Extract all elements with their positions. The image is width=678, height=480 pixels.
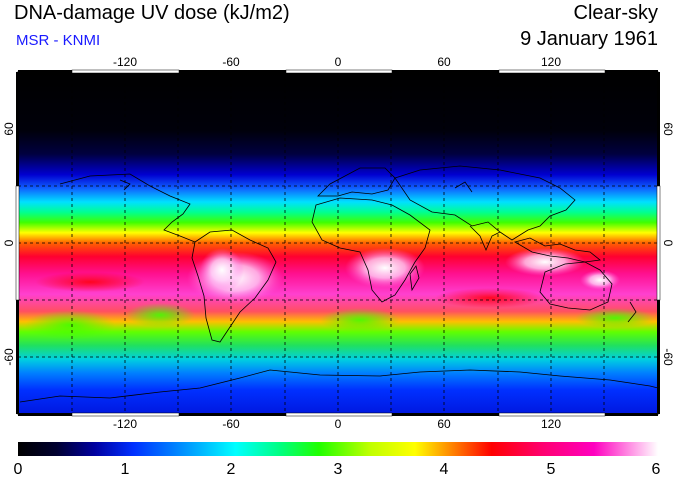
colorbar-labels: 0 1 2 3 4 5 6 bbox=[14, 461, 661, 478]
lon-labels-top: -120 -60 0 60 120 bbox=[113, 55, 561, 69]
lon-label-top: 120 bbox=[541, 55, 561, 69]
lat-label-left: 60 bbox=[2, 122, 16, 136]
date-label: 9 January 1961 bbox=[520, 28, 658, 50]
source-label: MSR - KNMI bbox=[16, 32, 101, 49]
colorbar-label: 1 bbox=[121, 461, 130, 478]
lon-label-bottom: -60 bbox=[222, 417, 240, 431]
colorbar-label: 0 bbox=[14, 461, 23, 478]
colorbar-label: 6 bbox=[652, 461, 661, 478]
lon-labels-bottom: -120 -60 0 60 120 bbox=[113, 417, 561, 431]
colorbar-label: 2 bbox=[227, 461, 236, 478]
lat-labels-right: 60 0 -60 bbox=[661, 122, 675, 366]
lon-label-bottom: -120 bbox=[113, 417, 137, 431]
page-title: DNA-damage UV dose (kJ/m2) bbox=[14, 2, 290, 24]
lon-label-top: 0 bbox=[335, 55, 342, 69]
colorbar bbox=[18, 442, 658, 456]
lat-label-right: -60 bbox=[661, 348, 675, 366]
lon-label-bottom: 120 bbox=[541, 417, 561, 431]
lon-label-bottom: 0 bbox=[335, 417, 342, 431]
lon-label-top: -120 bbox=[113, 55, 137, 69]
lon-label-bottom: 60 bbox=[437, 417, 451, 431]
sky-mode-label: Clear-sky bbox=[573, 2, 658, 24]
lon-label-top: -60 bbox=[222, 55, 240, 69]
lat-label-right: 0 bbox=[661, 240, 675, 247]
colorbar-label: 3 bbox=[334, 461, 343, 478]
lon-label-top: 60 bbox=[437, 55, 451, 69]
lat-labels-left: 60 0 -60 bbox=[2, 122, 16, 366]
colorbar-label: 5 bbox=[547, 461, 556, 478]
lat-label-left: -60 bbox=[2, 348, 16, 366]
lat-label-left: 0 bbox=[2, 239, 16, 246]
lat-label-right: 60 bbox=[661, 122, 675, 136]
map-frame bbox=[15, 69, 661, 417]
colorbar-label: 4 bbox=[440, 461, 449, 478]
graticule bbox=[18, 72, 658, 414]
coastlines bbox=[19, 165, 658, 403]
